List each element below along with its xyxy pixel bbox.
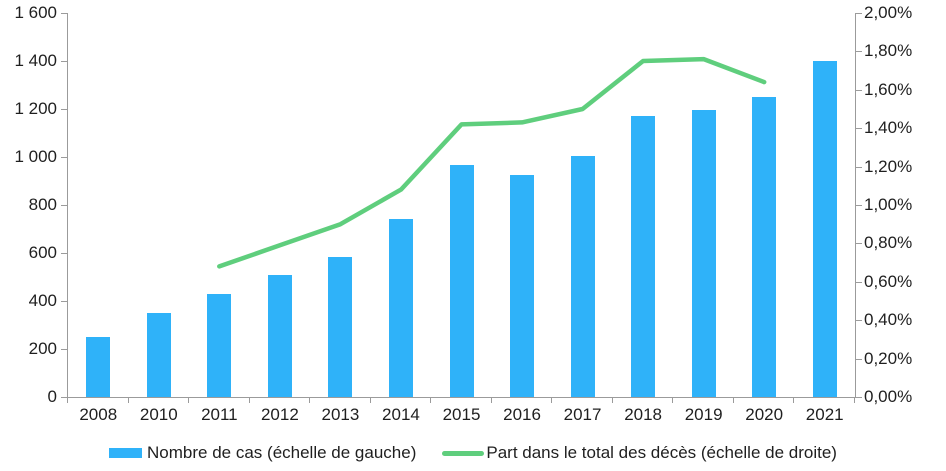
y-axis-right-label: 0,80% [864,233,913,253]
bar-2012 [267,274,292,397]
x-axis-tick [733,397,734,403]
x-axis-label-2008: 2008 [79,405,118,424]
x-axis-label-2010: 2010 [139,405,178,424]
x-axis-label-2013: 2013 [321,405,360,424]
y-axis-left-tick [61,109,67,110]
y-axis-left-label: 600 [28,243,57,262]
y-axis-left-label: 0 [47,387,57,406]
y-axis-right-tick [856,281,862,283]
x-axis-label-2019: 2019 [684,405,723,424]
y-axis-right-label: 0,00% [864,387,913,406]
x-axis-tick [612,397,613,403]
y-axis-right-tick [856,358,862,360]
x-axis-tick [854,397,855,403]
y-axis-right-label: 0,20% [864,348,913,368]
y-axis-left-label: 200 [28,339,57,358]
x-axis-label-2016: 2016 [503,405,541,424]
y-axis-right-tick [856,320,862,322]
y-axis-left-tick [61,205,67,206]
y-axis-right-tick [856,89,862,91]
line-series-swatch-icon [442,450,485,456]
x-axis-tick [370,397,371,403]
y-axis-right-label: 2,00% [864,3,913,22]
bar-2013 [328,256,353,397]
bar-2018 [631,116,656,397]
x-axis-label-2020: 2020 [745,405,784,424]
legend: Nombre de cas (échelle de gauche) Part d… [0,441,946,465]
bar-2016 [510,175,535,397]
y-axis-right-label: 1,00% [864,195,913,214]
bar-2020 [752,97,777,397]
y-axis-right-line [855,13,856,398]
legend-item-bar-series: Nombre de cas (échelle de gauche) [109,443,416,463]
x-axis-label-2021: 2021 [805,405,844,424]
y-axis-right-label: 0,60% [864,271,913,291]
bar-series-swatch-icon [109,448,143,458]
line-series-path [217,56,767,269]
x-axis-tick [188,397,189,403]
x-axis-label-2015: 2015 [442,405,481,424]
x-axis-label-2017: 2017 [563,405,602,424]
bar-2011 [207,293,232,397]
bar-2014 [388,219,413,397]
bar-2010 [146,313,171,397]
x-axis-tick [128,397,129,403]
y-axis-left-tick [61,397,67,398]
y-axis-left-label: 800 [28,195,57,214]
x-axis-line [67,397,856,398]
x-axis-tick [491,397,492,403]
y-axis-right-label: 1,40% [864,118,913,138]
legend-item-line-series: Part dans le total des décès (échelle de… [442,443,837,463]
x-axis-tick [67,397,68,403]
x-axis-tick [249,397,250,403]
y-axis-left-tick [61,61,67,62]
y-axis-left-label: 1 000 [14,147,57,166]
legend-label-line-series: Part dans le total des décès (échelle de… [486,443,837,462]
x-axis-tick [309,397,310,403]
y-axis-right-label: 1,60% [864,79,913,99]
y-axis-right-label: 1,80% [864,41,913,61]
y-axis-right-tick [856,51,862,53]
bar-2021 [812,61,837,397]
y-axis-left-tick [61,301,67,302]
bar-2008 [86,337,111,397]
y-axis-left-label: 1 400 [14,51,57,70]
y-axis-right-tick [856,128,862,130]
y-axis-left-tick [61,157,67,158]
y-axis-left-line [67,13,68,398]
bar-2017 [570,155,595,397]
y-axis-left-label: 400 [28,291,57,310]
x-axis-tick [793,397,794,403]
y-axis-right-tick [856,243,862,245]
x-axis-tick [672,397,673,403]
x-axis-label-2018: 2018 [624,405,663,424]
y-axis-left-tick [61,349,67,350]
y-axis-right-tick [856,166,862,168]
y-axis-right-label: 0,40% [864,310,913,330]
y-axis-left-label: 1 200 [14,99,57,118]
y-axis-right-label: 1,20% [864,156,913,176]
x-axis-tick [430,397,431,403]
y-axis-left-tick [61,13,67,14]
y-axis-left-label: 1 600 [14,3,57,22]
x-axis-label-2012: 2012 [260,405,299,424]
legend-label-bar-series: Nombre de cas (échelle de gauche) [147,443,417,462]
bar-2019 [691,110,716,397]
x-axis-tick [551,397,552,403]
x-axis-label-2014: 2014 [382,405,420,424]
y-axis-right-tick [856,13,862,14]
y-axis-right-tick [856,205,862,206]
y-axis-right-tick [856,397,862,398]
y-axis-left-tick [61,253,67,254]
x-axis-label-2011: 2011 [201,405,238,424]
bar-2015 [449,165,474,397]
